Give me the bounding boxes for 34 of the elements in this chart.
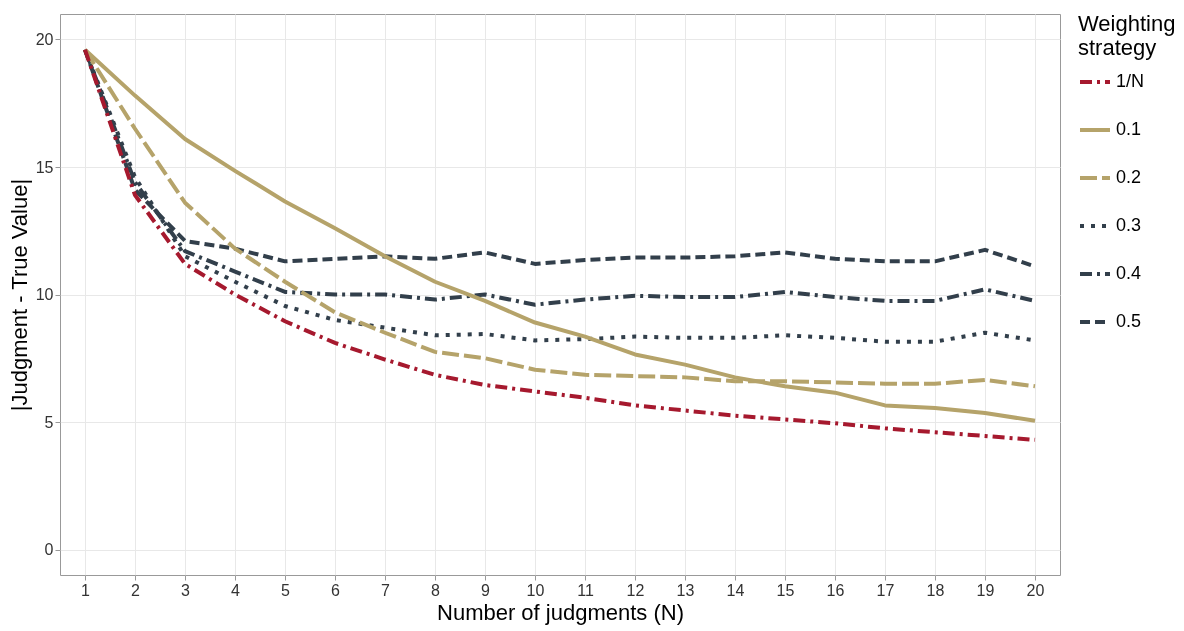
x-tick-label: 9 <box>481 581 491 599</box>
x-tick-label: 15 <box>776 581 795 599</box>
x-tick-label: 3 <box>181 581 191 599</box>
x-tick-label: 10 <box>526 581 545 599</box>
x-tick-label: 18 <box>926 581 945 599</box>
x-tick-label: 20 <box>1026 581 1045 599</box>
x-tick-label: 19 <box>976 581 995 599</box>
x-tick-label: 7 <box>381 581 391 599</box>
x-tick-label: 16 <box>826 581 845 599</box>
x-tick-label: 4 <box>231 581 241 599</box>
legend-label: 0.1 <box>1116 119 1142 139</box>
x-tick-label: 14 <box>726 581 745 599</box>
legend-label: 0.2 <box>1116 167 1142 187</box>
x-tick-label: 17 <box>876 581 895 599</box>
x-tick-label: 2 <box>131 581 141 599</box>
legend-title: Weighting strategy <box>1078 11 1176 60</box>
legend-label: 0.4 <box>1116 263 1142 283</box>
legend-label: 0.5 <box>1116 311 1142 331</box>
legend-label: 1/N <box>1116 71 1145 91</box>
legend-label: 0.3 <box>1116 215 1142 235</box>
y-tick-label: 15 <box>35 158 54 176</box>
x-tick-label: 5 <box>281 581 291 599</box>
x-tick-label: 11 <box>577 581 594 599</box>
x-tick-label: 12 <box>626 581 645 599</box>
x-tick-label: 6 <box>331 581 341 599</box>
y-tick-label: 20 <box>35 31 54 48</box>
x-tick-label: 13 <box>676 581 695 599</box>
y-axis-title: |Judgment - True Value| <box>6 178 32 412</box>
x-axis-title: Number of judgments (N) <box>437 599 684 625</box>
y-tick-label: 0 <box>44 541 54 558</box>
y-tick-label: 10 <box>35 286 54 303</box>
y-tick-label: 5 <box>44 413 54 431</box>
x-tick-label: 1 <box>81 581 91 599</box>
x-tick-label: 8 <box>431 581 441 599</box>
